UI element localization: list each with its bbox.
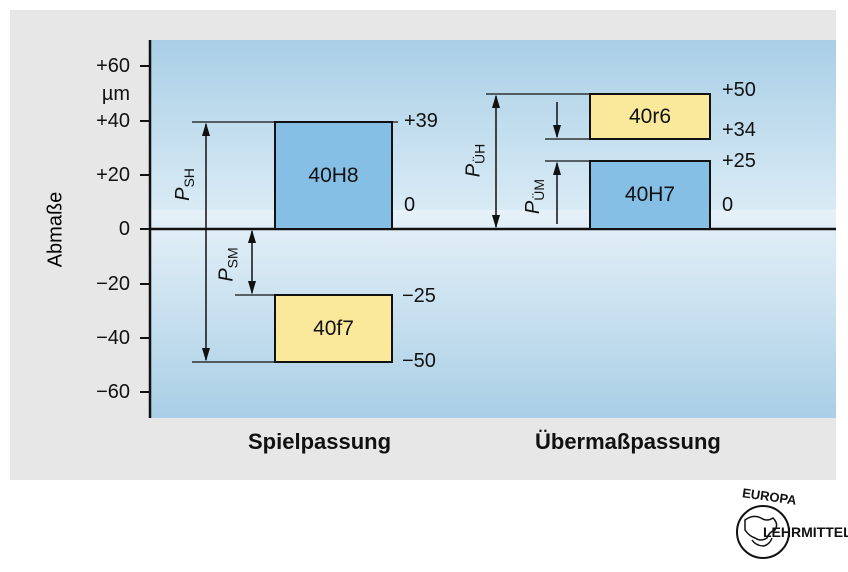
tick-label: −20 — [96, 273, 130, 295]
value-label: 0 — [722, 194, 734, 216]
unit-label: µm — [101, 83, 130, 105]
zone-label: 40H8 — [308, 163, 359, 187]
section-label-left: Spielpassung — [248, 429, 392, 454]
value-label: −50 — [402, 350, 436, 372]
dim-label-puh: PÜH — [462, 143, 488, 178]
value-label: +39 — [404, 110, 438, 132]
extension-lines-right — [486, 93, 590, 162]
value-label: +50 — [722, 79, 756, 101]
value-label: +25 — [722, 150, 756, 172]
zone-40f7: 40f7 — [274, 294, 393, 363]
y-ticks — [140, 65, 150, 393]
value-label: −25 — [402, 285, 436, 307]
tick-label: +20 — [96, 164, 130, 186]
tick-label: −60 — [96, 381, 130, 403]
tick-label: +60 — [96, 55, 130, 77]
dim-label-psm: PSM — [215, 247, 241, 282]
extension-lines-left — [192, 121, 398, 363]
tick-label: 0 — [118, 218, 130, 240]
tick-label: −40 — [96, 327, 130, 349]
europa-lehrmittel-logo — [736, 505, 790, 559]
value-label: 0 — [404, 194, 416, 216]
dim-label-psh: PSH — [171, 168, 197, 201]
zone-label: 40r6 — [628, 104, 672, 128]
logo-text-side: LEHRMITTEL — [763, 524, 848, 540]
axis-title: Abmaße — [44, 191, 67, 268]
section-label-right: Übermaßpassung — [535, 429, 721, 454]
zone-40r6: 40r6 — [589, 93, 711, 140]
tick-label: +40 — [96, 110, 130, 132]
zone-40H7: 40H7 — [589, 160, 711, 230]
value-label: +34 — [722, 119, 756, 141]
zone-label: 40H7 — [624, 183, 676, 206]
zone-40H8: 40H8 — [274, 121, 393, 230]
zone-label: 40f7 — [313, 316, 354, 340]
dim-label-pum: PÜM — [522, 178, 548, 215]
